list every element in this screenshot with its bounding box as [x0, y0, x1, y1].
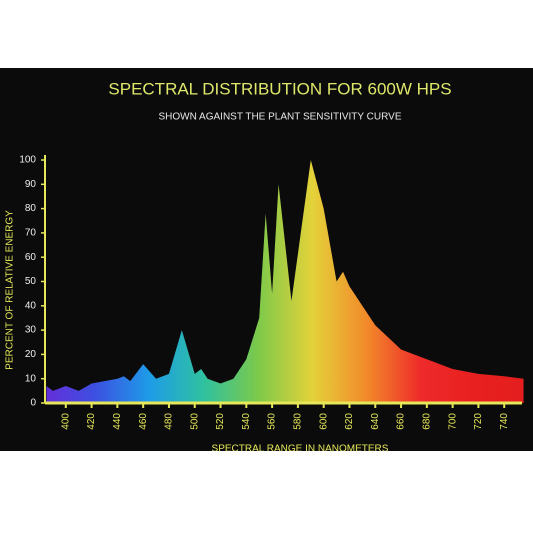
x-axis-label: SPECTRAL RANGE IN NANOMETERS [212, 444, 389, 455]
x-tick-label: 580 [293, 413, 304, 430]
x-tick-label: 520 [215, 413, 226, 430]
x-tick-label: 500 [189, 413, 200, 430]
y-tick-label: 70 [25, 228, 37, 239]
y-tick-label: 90 [25, 179, 37, 190]
y-tick-label: 10 [25, 373, 37, 384]
y-tick-label: 60 [25, 252, 37, 263]
y-tick-label: 0 [30, 398, 36, 409]
y-tick-label: 20 [25, 349, 37, 360]
y-axis-label: PERCENT OF RELATIVE ENERGY [5, 210, 16, 370]
y-tick-label: 100 [19, 155, 36, 166]
spectrum-area [46, 160, 524, 403]
x-tick-label: 720 [473, 413, 484, 430]
x-tick-label: 480 [164, 413, 175, 430]
x-tick-label: 680 [421, 413, 432, 430]
y-tick-label: 80 [25, 203, 37, 214]
x-tick-label: 600 [318, 413, 329, 430]
y-tick-label: 40 [25, 300, 37, 311]
x-tick-label: 560 [267, 413, 278, 430]
x-tick-label: 400 [60, 413, 71, 430]
x-tick-label: 460 [138, 413, 149, 430]
x-tick-label: 540 [241, 413, 252, 430]
x-tick-label: 700 [447, 413, 458, 430]
x-tick-label: 640 [370, 413, 381, 430]
x-tick-label: 660 [396, 413, 407, 430]
x-tick-label: 440 [112, 413, 123, 430]
x-tick-label: 740 [499, 413, 510, 430]
chart-subtitle: SHOWN AGAINST THE PLANT SENSITIVITY CURV… [158, 112, 401, 123]
y-tick-label: 50 [25, 276, 37, 287]
chart-title: SPECTRAL DISTRIBUTION FOR 600W HPS [108, 79, 451, 98]
x-tick-label: 420 [86, 413, 97, 430]
x-tick-label: 620 [344, 413, 355, 430]
y-tick-label: 30 [25, 325, 37, 336]
